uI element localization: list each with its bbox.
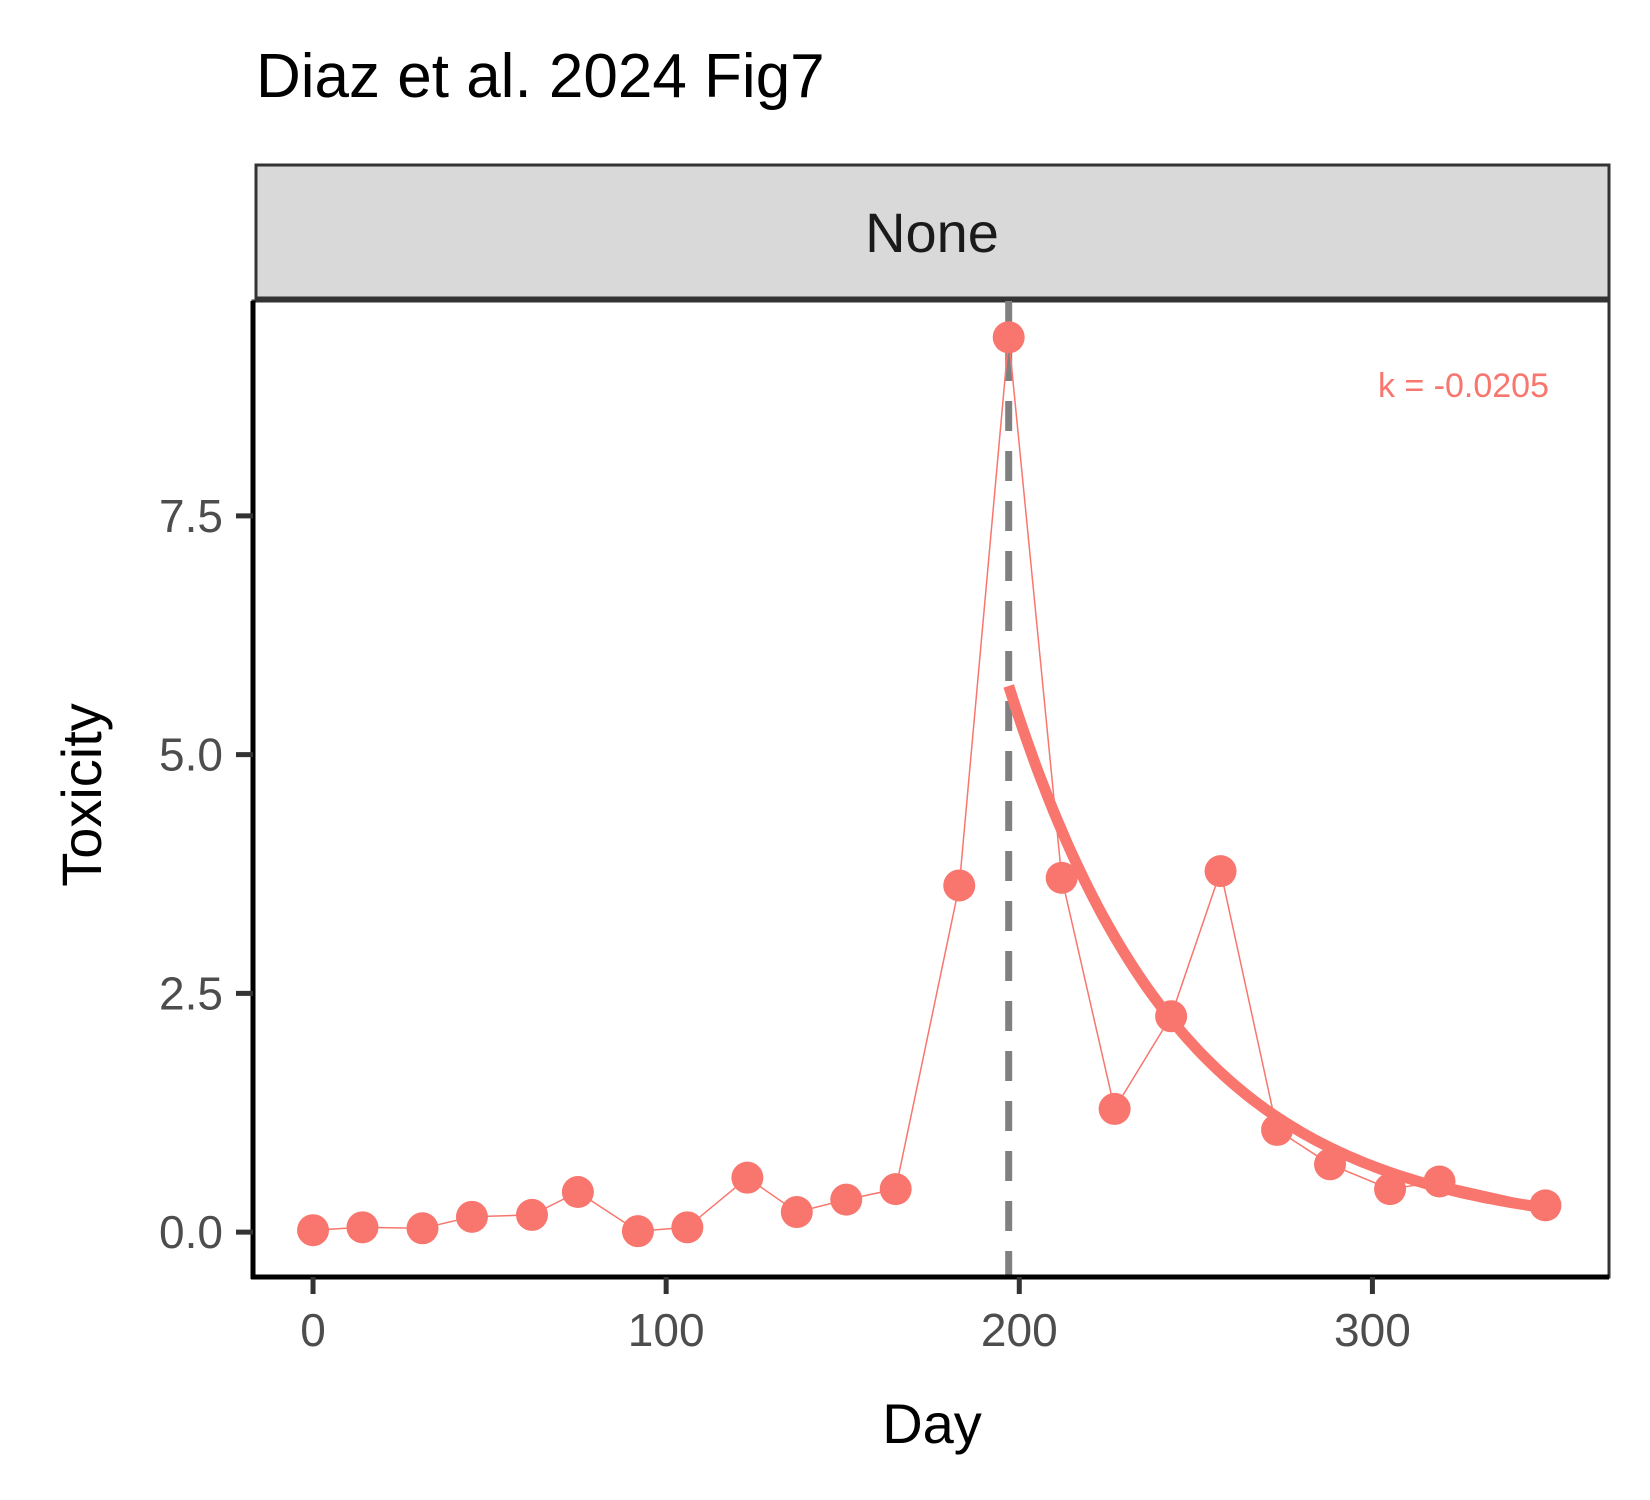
data-point	[1098, 1092, 1131, 1125]
data-point	[992, 321, 1025, 354]
x-tick-label: 0	[300, 1304, 326, 1356]
data-point	[1261, 1113, 1294, 1146]
data-point	[515, 1198, 548, 1231]
data-point	[455, 1200, 488, 1233]
series-line-layer	[312, 337, 1546, 1232]
facet-strip-label: None	[865, 201, 999, 264]
data-point	[731, 1161, 764, 1194]
panel-border	[251, 299, 1611, 1279]
data-point	[1374, 1173, 1407, 1206]
y-tick-label: 2.5	[159, 967, 223, 1019]
data-point	[406, 1212, 439, 1245]
data-point	[830, 1183, 863, 1216]
x-tick-label: 300	[1334, 1304, 1411, 1356]
series-line	[312, 337, 1546, 1232]
annotation-k-value: k = -0.0205	[1378, 367, 1549, 405]
y-tick-label: 7.5	[159, 490, 223, 542]
data-point	[879, 1173, 912, 1206]
x-axis-label: Day	[882, 1392, 982, 1455]
data-point	[1155, 1000, 1188, 1033]
data-point	[621, 1215, 654, 1248]
y-tick-label: 5.0	[159, 729, 223, 781]
x-tick-label: 100	[628, 1304, 705, 1356]
x-tick-label: 200	[981, 1304, 1058, 1356]
y-axis-ticks: 0.0 2.5 5.0 7.5	[159, 490, 253, 1258]
data-point	[561, 1176, 594, 1209]
facet-strip: None	[254, 163, 1611, 300]
x-axis-ticks: 0 100 200 300	[300, 1277, 1411, 1356]
plot-panel: k = -0.0205	[251, 299, 1611, 1279]
data-point	[1423, 1165, 1456, 1198]
facet-strip-background	[254, 163, 1611, 300]
axes: 0 100 200 300 0.0 2.5 5.0 7.5	[159, 301, 1609, 1356]
data-point	[297, 1214, 330, 1247]
series-points-layer	[297, 321, 1562, 1248]
chart-title: Diaz et al. 2024 Fig7	[256, 42, 825, 111]
data-point	[780, 1196, 813, 1229]
y-axis-label: Toxicity	[50, 703, 113, 887]
data-point	[346, 1211, 379, 1244]
data-point	[671, 1211, 704, 1244]
data-point	[1529, 1189, 1562, 1222]
data-point	[1204, 855, 1237, 888]
data-point	[943, 869, 976, 902]
data-point	[1314, 1148, 1347, 1181]
y-tick-label: 0.0	[159, 1206, 223, 1258]
data-point	[1045, 861, 1078, 894]
